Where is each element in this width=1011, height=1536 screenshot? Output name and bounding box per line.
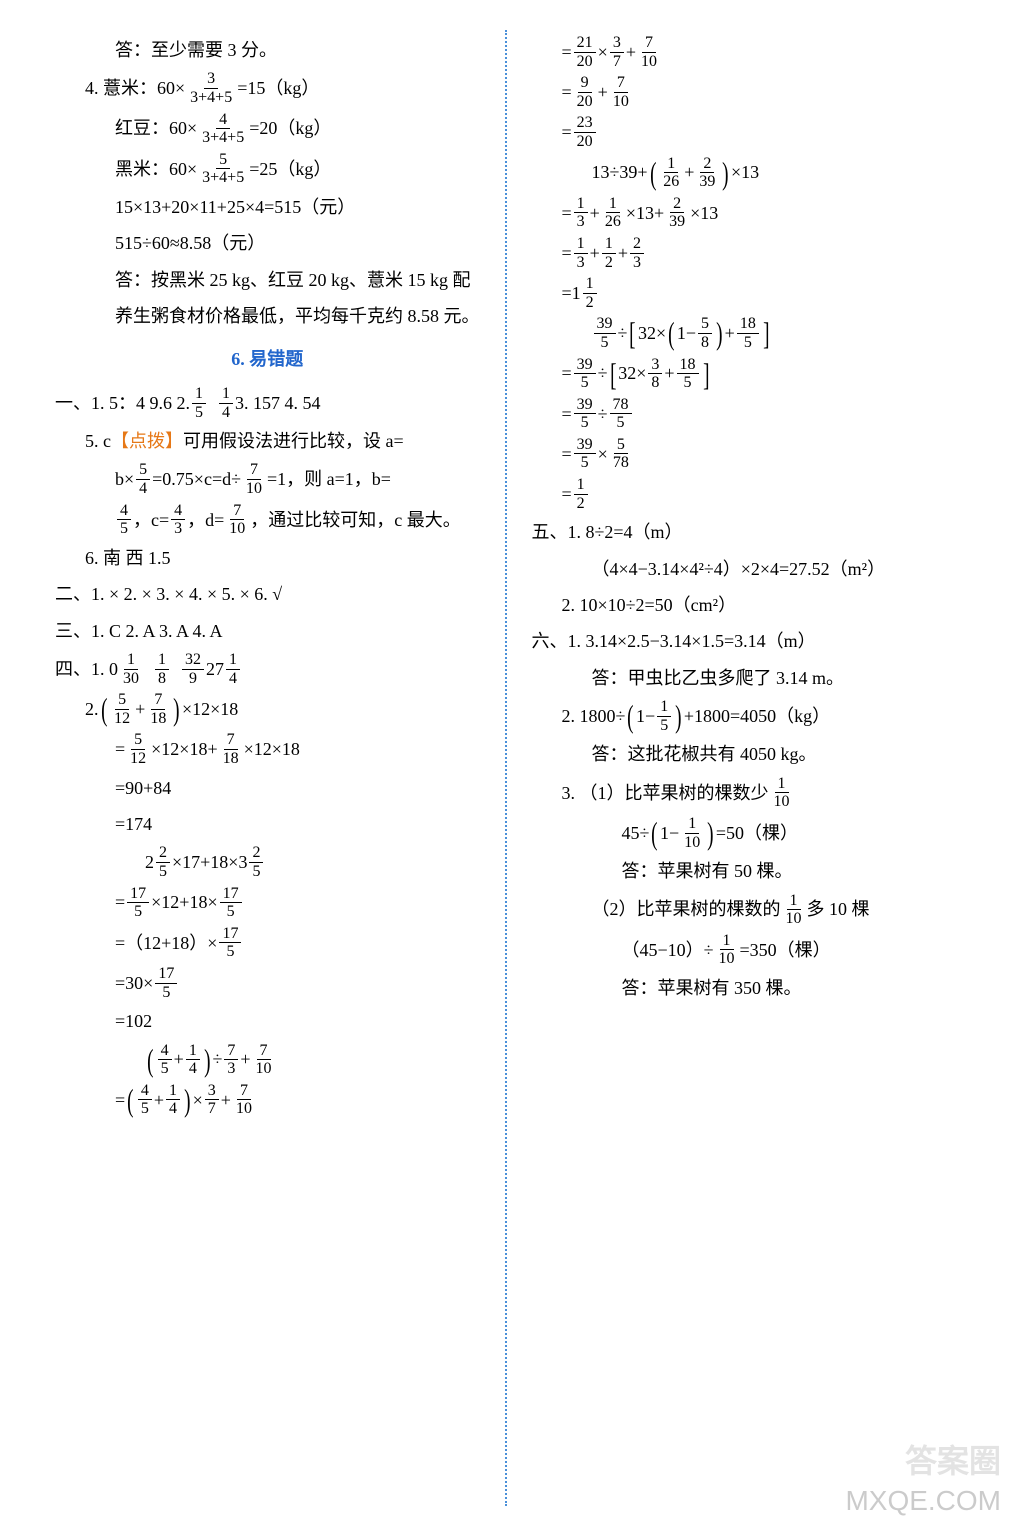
- text: = ( 45 + 14 ) × 37 + 710: [55, 1082, 480, 1118]
- column-divider: [505, 30, 507, 1506]
- text: 395 ÷ [ 32× ( 1− 58 ) + 185 ]: [532, 315, 957, 351]
- text: 答：苹果树有 350 棵。: [532, 972, 957, 1004]
- text: = 13 + 126 ×13+ 239 ×13: [532, 195, 957, 231]
- text: = 395 × 578: [532, 436, 957, 472]
- text: 答：这批花椒共有 4050 kg。: [532, 738, 957, 770]
- text: 3. （1）比苹果树的棵数少 110: [532, 775, 957, 811]
- section-title: 6. 易错题: [55, 343, 480, 375]
- text: 45÷ ( 1− 110 ) =50（棵）: [532, 815, 957, 851]
- text: 45 ，c= 43 ，d= 710 ，通过比较可知，c 最大。: [55, 502, 480, 538]
- text: 4. 薏米：60× 33+4+5 =15（kg）: [55, 70, 480, 106]
- text: 养生粥食材价格最低，平均每千克约 8.58 元。: [55, 300, 480, 332]
- text: 六、1. 3.14×2.5−3.14×1.5=3.14（m）: [532, 625, 957, 657]
- text: 13÷39+ ( 126 + 239 ) ×13: [532, 155, 957, 191]
- text: （45−10）÷ 110 =350（棵）: [532, 932, 957, 968]
- text: 2 25 ×17+18×3 25: [55, 844, 480, 880]
- text: 红豆：60× 43+4+5 =20（kg）: [55, 111, 480, 147]
- text: 15×13+20×11+25×4=515（元）: [55, 191, 480, 223]
- text: 二、1. × 2. × 3. × 4. × 5. × 6. √: [55, 578, 480, 610]
- text: = 12: [532, 476, 957, 512]
- text: =90+84: [55, 772, 480, 804]
- text: 答：甲虫比乙虫多爬了 3.14 m。: [532, 662, 957, 694]
- text: = 512 ×12×18+ 718 ×12×18: [55, 731, 480, 767]
- text: 2. ( 512 + 718 ) ×12×18: [55, 691, 480, 727]
- watermark-url: MXQE.COM: [845, 1476, 1001, 1526]
- text: 答：至少需要 3 分。: [55, 34, 480, 66]
- text: ( 45 + 14 ) ÷ 73 + 710: [55, 1042, 480, 1078]
- text: = 395 ÷ 785: [532, 396, 957, 432]
- text: 2. 1800÷ ( 1− 15 ) +1800=4050（kg）: [532, 698, 957, 734]
- left-column: 答：至少需要 3 分。 4. 薏米：60× 33+4+5 =15（kg） 红豆：…: [40, 30, 495, 1506]
- text: 515÷60≈8.58（元）: [55, 227, 480, 259]
- text: 五、1. 8÷2=4（m）: [532, 516, 957, 548]
- text: 6. 南 西 1.5: [55, 542, 480, 574]
- text: 三、1. C 2. A 3. A 4. A: [55, 615, 480, 647]
- text: = 920 + 710: [532, 74, 957, 110]
- text: 答：按黑米 25 kg、红豆 20 kg、薏米 15 kg 配: [55, 264, 480, 296]
- text: =174: [55, 808, 480, 840]
- text: = 2320: [532, 114, 957, 150]
- right-column: = 2120 × 37 + 710 = 920 + 710 = 2320 13÷…: [517, 30, 972, 1506]
- text: =102: [55, 1005, 480, 1037]
- text: =1 12: [532, 275, 957, 311]
- text: 四、1. 0 130 18 329 27 14: [55, 651, 480, 687]
- text: = 395 ÷ [ 32× 38 + 185 ]: [532, 356, 957, 392]
- text: b× 54 =0.75×c=d÷ 710 =1，则 a=1，b=: [55, 461, 480, 497]
- text: =30× 175: [55, 965, 480, 1001]
- text: （2）比苹果树的棵数的 110 多 10 棵: [532, 892, 957, 928]
- text: （4×4−3.14×4²÷4）×2×4=27.52（m²）: [532, 553, 957, 585]
- text: 答：苹果树有 50 棵。: [532, 855, 957, 887]
- text: =（12+18）× 175: [55, 925, 480, 961]
- text: = 13 + 12 + 23: [532, 235, 957, 271]
- text: 一、1. 5：4 9.6 2. 15 14 3. 157 4. 54: [55, 385, 480, 421]
- text: 黑米：60× 53+4+5 =25（kg）: [55, 151, 480, 187]
- text: 5. c 【点拨】 可用假设法进行比较，设 a=: [55, 425, 480, 457]
- text: = 175 ×12+18× 175: [55, 885, 480, 921]
- text: = 2120 × 37 + 710: [532, 34, 957, 70]
- text: 2. 10×10÷2=50（cm²）: [532, 589, 957, 621]
